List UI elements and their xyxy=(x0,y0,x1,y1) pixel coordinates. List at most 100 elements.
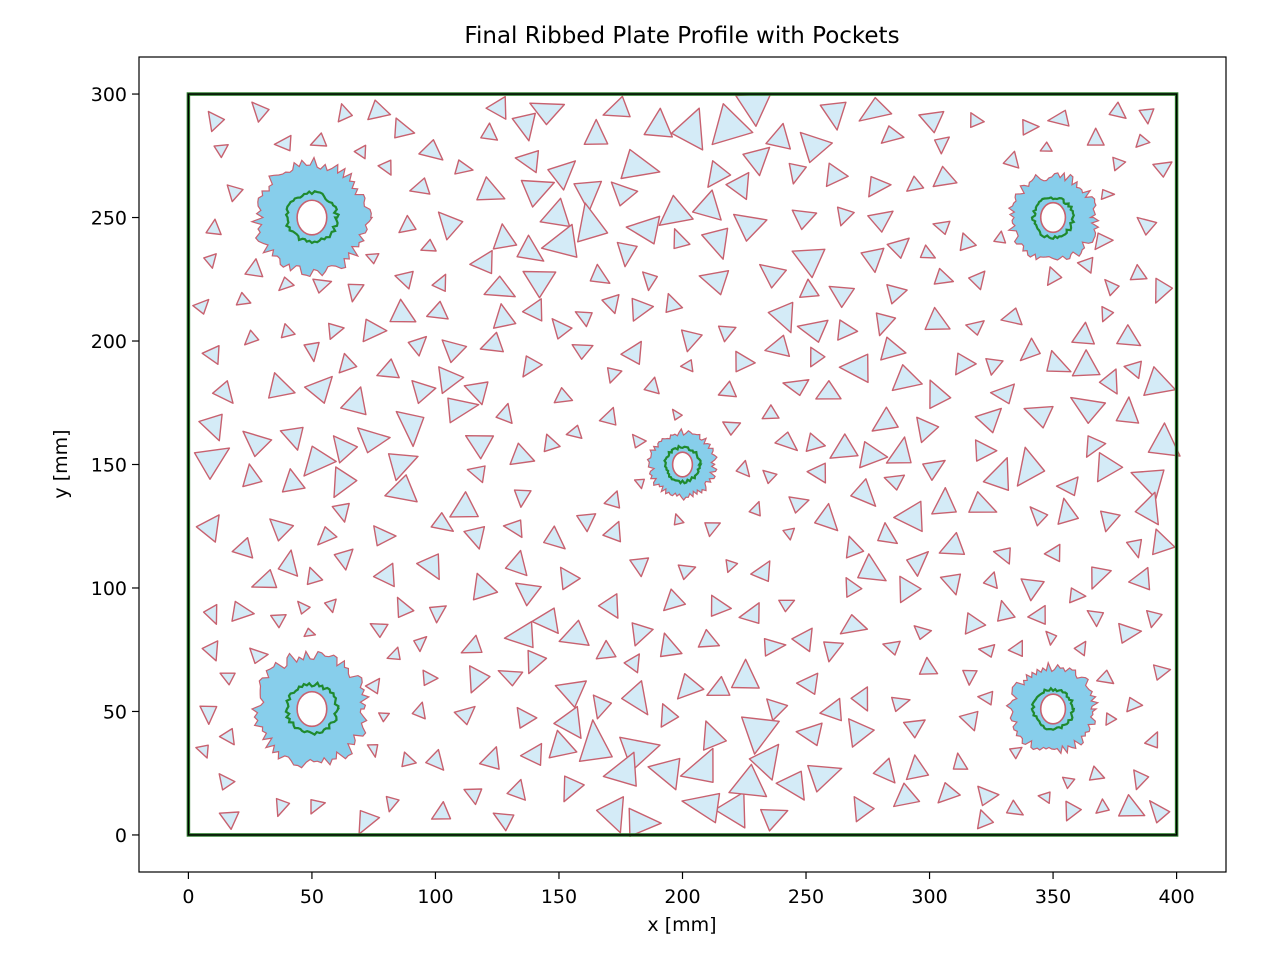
pocket xyxy=(1069,587,1087,604)
y-tick-label: 200 xyxy=(91,331,127,353)
pocket xyxy=(663,588,687,612)
pocket xyxy=(860,247,885,274)
pocket xyxy=(466,465,486,484)
pocket xyxy=(730,658,760,689)
pocket xyxy=(733,213,768,242)
pocket xyxy=(974,407,1002,434)
pocket xyxy=(616,241,638,268)
pocket xyxy=(365,253,380,265)
pocket xyxy=(242,463,263,488)
pocket xyxy=(962,669,978,686)
pocket xyxy=(631,622,654,647)
pocket xyxy=(273,134,292,152)
pocket xyxy=(845,535,865,559)
pocket xyxy=(1149,800,1171,824)
pocket xyxy=(867,210,894,233)
pocket xyxy=(929,379,952,410)
pocket xyxy=(791,209,818,231)
pocket xyxy=(1086,610,1105,628)
pocket xyxy=(931,487,957,515)
pocket xyxy=(680,329,703,353)
pocket xyxy=(420,238,437,252)
pocket xyxy=(989,383,1015,405)
pocket xyxy=(815,380,842,400)
pocket xyxy=(670,107,704,151)
pocket xyxy=(875,312,897,337)
pocket xyxy=(483,275,516,298)
pocket xyxy=(778,599,796,613)
pocket xyxy=(522,355,543,378)
pocket xyxy=(1091,566,1112,590)
pocket xyxy=(235,291,252,306)
pocket xyxy=(504,549,528,577)
pocket xyxy=(868,175,892,198)
pocket xyxy=(583,118,609,145)
pocket xyxy=(795,672,819,695)
pocket xyxy=(659,632,683,658)
pocket xyxy=(660,703,680,728)
pocket xyxy=(977,785,1000,807)
pocket xyxy=(309,132,328,147)
pocket xyxy=(202,603,218,625)
pocket xyxy=(492,303,517,329)
pocket xyxy=(625,215,661,245)
pocket xyxy=(395,410,425,448)
pocket xyxy=(411,380,437,405)
pocket xyxy=(469,249,493,275)
pocket xyxy=(577,202,609,243)
pocket xyxy=(558,619,590,646)
pocket xyxy=(369,623,389,639)
pocket xyxy=(192,298,210,315)
pocket xyxy=(982,571,998,589)
pocket xyxy=(711,103,754,146)
pocket xyxy=(244,258,264,278)
pocket xyxy=(1005,799,1024,816)
pocket xyxy=(1130,469,1165,500)
pocket xyxy=(829,433,859,459)
pocket xyxy=(823,641,844,663)
pocket xyxy=(993,230,1007,244)
pocket xyxy=(679,359,694,373)
pocket xyxy=(357,427,391,454)
pocket xyxy=(775,770,805,801)
pocket xyxy=(598,406,617,426)
pocket xyxy=(1155,277,1174,304)
pocket xyxy=(270,614,287,629)
pocket xyxy=(502,519,523,539)
pocket xyxy=(735,350,756,373)
pocket xyxy=(837,319,859,341)
pocket xyxy=(968,491,998,513)
pocket xyxy=(207,110,226,133)
pocket xyxy=(725,559,739,574)
pocket xyxy=(515,582,542,607)
pocket xyxy=(839,614,869,635)
pocket xyxy=(977,690,994,706)
pocket xyxy=(610,181,639,207)
pocket xyxy=(409,177,431,195)
x-tick-label: 100 xyxy=(417,886,453,908)
pocket xyxy=(251,569,278,589)
y-axis-ticks: 0 50 100 150 200 250 300 xyxy=(91,84,139,847)
pocket xyxy=(1023,405,1054,429)
pocket xyxy=(697,628,721,648)
pocket xyxy=(480,122,499,141)
pocket xyxy=(478,746,500,770)
pocket xyxy=(340,386,367,416)
pocket xyxy=(511,112,536,142)
pocket xyxy=(1046,349,1072,373)
boss-ring xyxy=(1030,196,1076,241)
pocket xyxy=(469,665,491,694)
pocket xyxy=(201,640,219,662)
pocket xyxy=(706,675,731,696)
pocket xyxy=(198,413,223,442)
pocket xyxy=(347,283,365,303)
pocket xyxy=(825,162,849,188)
pocket xyxy=(1016,446,1046,487)
pocket xyxy=(460,634,483,654)
pocket xyxy=(1108,101,1127,119)
pocket xyxy=(1098,368,1118,395)
x-tick-label: 300 xyxy=(911,886,947,908)
pocket xyxy=(201,345,220,365)
pocket xyxy=(976,809,995,830)
